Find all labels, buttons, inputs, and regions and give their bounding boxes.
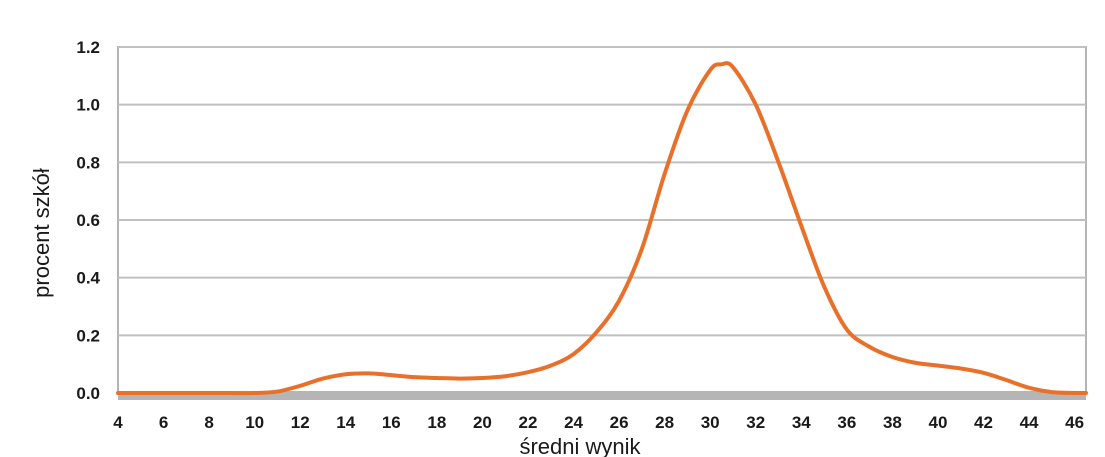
y-tick-label: 1.0	[76, 96, 100, 115]
x-tick-label: 16	[382, 413, 401, 432]
x-axis-title: średni wynik	[519, 434, 641, 457]
y-axis-title: procent szkół	[29, 168, 54, 298]
x-tick-labels: 4 6 8 10 12 14 16 18 20 22 24 26 28 30 32 34 36 38 40 42 44 4…	[113, 413, 1084, 432]
grid	[118, 46, 1086, 337]
x-tick-label: 18	[427, 413, 446, 432]
x-tick-label: 24	[564, 413, 583, 432]
x-axis-baseline	[118, 391, 1086, 400]
x-tick-label: 36	[837, 413, 856, 432]
baseline-band	[118, 391, 1086, 400]
y-tick-label: 0.4	[76, 269, 100, 288]
x-tick-label: 46	[1065, 413, 1084, 432]
x-tick-label: 14	[336, 413, 355, 432]
y-tick-label: 0.6	[76, 211, 100, 230]
x-tick-label: 42	[974, 413, 993, 432]
y-tick-label: 0.2	[76, 326, 100, 345]
x-tick-label: 20	[473, 413, 492, 432]
x-tick-label: 28	[655, 413, 674, 432]
x-tick-label: 44	[1020, 413, 1039, 432]
series-line	[116, 61, 1088, 396]
x-tick-label: 10	[245, 413, 264, 432]
x-tick-label: 30	[701, 413, 720, 432]
x-tick-label: 22	[519, 413, 538, 432]
y-tick-labels: 0.0 0.2 0.4 0.6 0.8 1.0 1.2	[76, 38, 100, 403]
y-tick-label: 0.8	[76, 153, 100, 172]
x-tick-label: 32	[746, 413, 765, 432]
x-tick-label: 6	[159, 413, 168, 432]
x-tick-label: 34	[792, 413, 811, 432]
x-tick-label: 40	[928, 413, 947, 432]
x-tick-label: 26	[610, 413, 629, 432]
y-tick-label: 1.2	[76, 38, 100, 57]
y-tick-label: 0.0	[76, 384, 100, 403]
x-tick-label: 12	[291, 413, 310, 432]
x-tick-label: 4	[113, 413, 123, 432]
x-tick-label: 8	[204, 413, 213, 432]
x-tick-label: 38	[883, 413, 902, 432]
